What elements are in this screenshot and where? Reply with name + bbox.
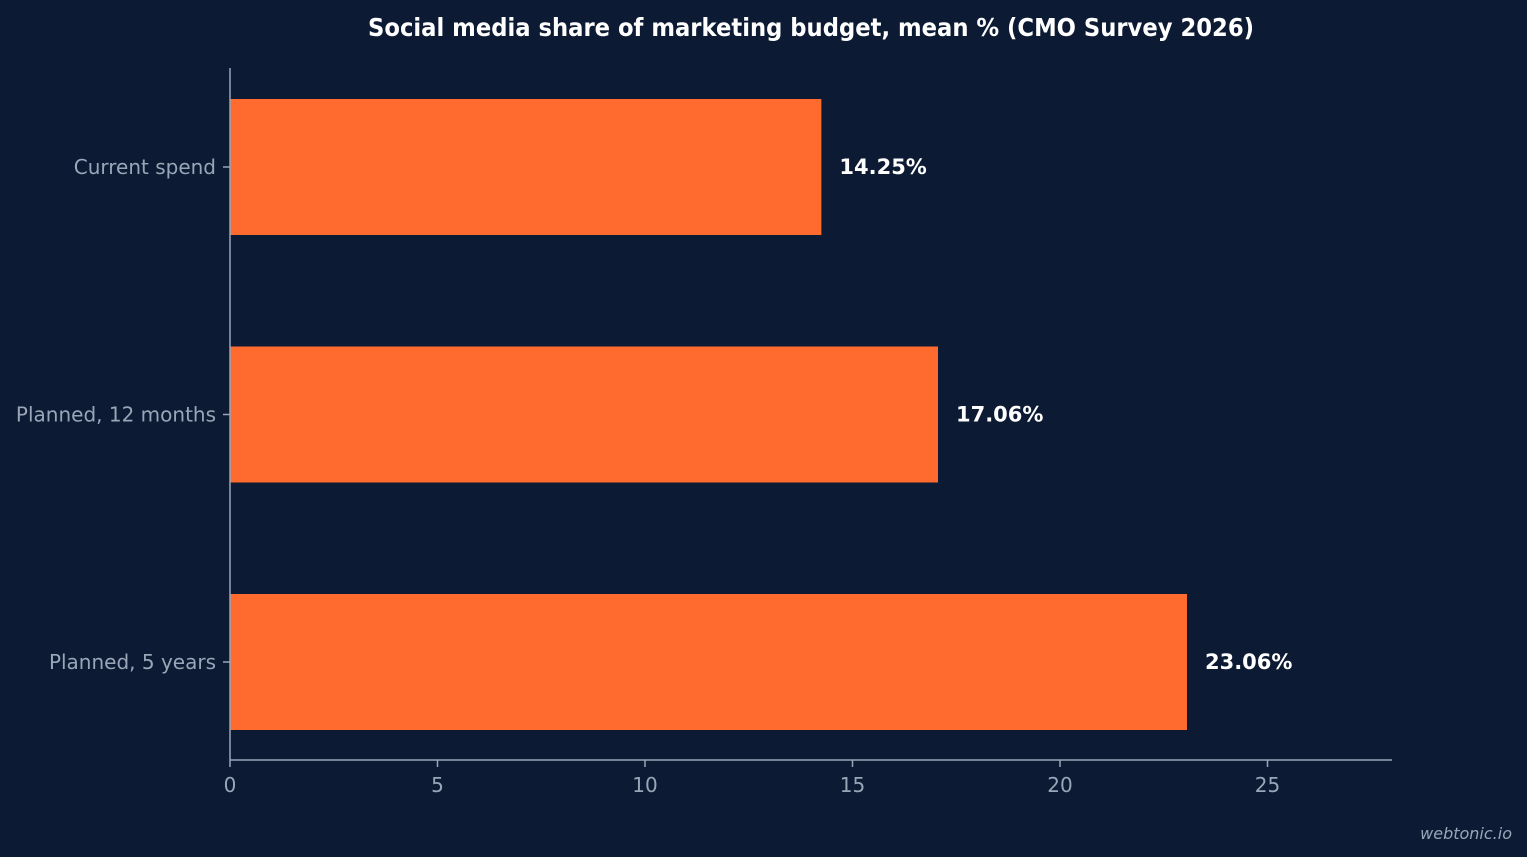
x-tick-label: 15 — [840, 773, 865, 797]
chart-title: Social media share of marketing budget, … — [368, 13, 1254, 42]
x-tick-label: 0 — [224, 773, 237, 797]
bar — [230, 99, 822, 235]
bar — [230, 346, 938, 483]
x-tick-label: 5 — [431, 773, 444, 797]
data-label: 23.06% — [1205, 650, 1292, 674]
category-label: Planned, 5 years — [49, 650, 216, 674]
watermark-text: webtonic.io — [1420, 824, 1512, 843]
data-label: 17.06% — [956, 403, 1043, 427]
category-label: Planned, 12 months — [16, 403, 216, 427]
data-label: 14.25% — [839, 155, 926, 179]
x-tick-label: 10 — [632, 773, 657, 797]
plot-area: Current spend 14.25% Planned, 12 months 17.… — [16, 68, 1392, 797]
x-tick-label: 25 — [1255, 773, 1280, 797]
bar — [230, 594, 1187, 730]
x-tick-label: 20 — [1047, 773, 1072, 797]
category-label: Current spend — [74, 155, 216, 179]
